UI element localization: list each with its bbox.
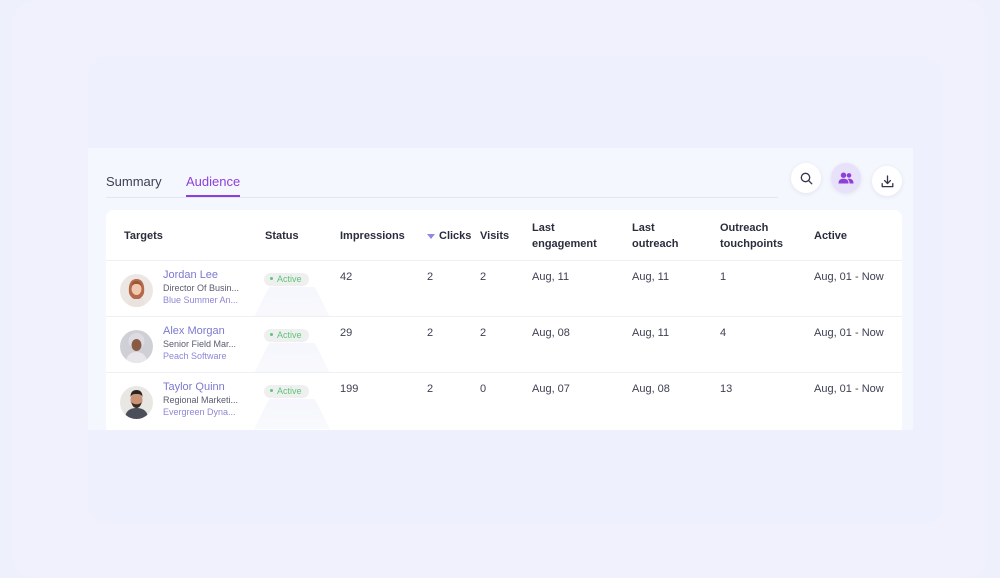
header-status[interactable]: Status: [265, 230, 299, 242]
target-company[interactable]: Evergreen Dyna...: [163, 407, 236, 417]
header-outreach-touchpoints[interactable]: Outreach touchpoints: [720, 222, 783, 250]
status-badge: Active: [264, 273, 309, 286]
sort-desc-icon: [427, 233, 435, 239]
target-title: Director Of Busin...: [163, 283, 240, 293]
table-row[interactable]: Taylor Quinn Regional Marketi... Evergre…: [106, 372, 902, 429]
last-outreach-cell: Aug, 11: [632, 271, 670, 283]
table-row[interactable]: Alex Morgan Senior Field Mar... Peach So…: [106, 316, 902, 373]
visits-cell: 0: [480, 383, 487, 395]
impressions-cell: 29: [340, 327, 353, 339]
impressions-cell: 42: [340, 271, 353, 283]
audience-view-button[interactable]: [831, 163, 861, 193]
header-visits[interactable]: Visits: [480, 230, 510, 242]
last-engagement-cell: Aug, 11: [532, 271, 570, 283]
header-last-outreach[interactable]: Last outreach: [632, 222, 679, 250]
status-highlight: [254, 399, 330, 429]
visits-cell: 2: [480, 271, 487, 283]
last-engagement-cell: Aug, 08: [532, 327, 570, 339]
active-period-cell: Aug, 01 - Now: [814, 327, 884, 339]
active-period-cell: Aug, 01 - Now: [814, 383, 884, 395]
table-row[interactable]: Jordan Lee Director Of Busin... Blue Sum…: [106, 260, 902, 317]
last-engagement-cell: Aug, 07: [532, 383, 570, 395]
header-impressions[interactable]: Impressions: [340, 230, 405, 242]
header-active[interactable]: Active: [814, 230, 848, 242]
outreach-touchpoints-cell: 13: [720, 383, 733, 395]
target-name[interactable]: Jordan Lee: [163, 269, 219, 281]
header-last-engagement[interactable]: Last engagement: [532, 222, 597, 250]
clicks-cell: 2: [427, 383, 434, 395]
tab-summary[interactable]: Summary: [106, 174, 162, 189]
status-badge: Active: [264, 385, 309, 398]
outreach-touchpoints-cell: 4: [720, 327, 727, 339]
search-button[interactable]: [791, 163, 821, 193]
status-highlight: [254, 343, 330, 373]
visits-cell: 2: [480, 327, 487, 339]
target-company[interactable]: Blue Summer An...: [163, 295, 239, 305]
target-title: Regional Marketi...: [163, 395, 239, 405]
header-targets[interactable]: Targets: [124, 230, 163, 242]
target-title: Senior Field Mar...: [163, 339, 237, 349]
tab-audience[interactable]: Audience: [186, 174, 241, 197]
clicks-cell: 2: [427, 271, 434, 283]
download-button[interactable]: [872, 166, 902, 196]
impressions-cell: 199: [340, 383, 359, 395]
people-icon: [838, 172, 854, 184]
tab-bar: Summary Audience: [106, 174, 778, 198]
active-period-cell: Aug, 01 - Now: [814, 271, 884, 283]
target-name[interactable]: Alex Morgan: [163, 325, 225, 337]
audience-panel: Summary Audience Targets Status Impressi…: [88, 148, 913, 430]
status-highlight: [254, 287, 330, 317]
avatar: [120, 274, 153, 307]
avatar: [120, 330, 153, 363]
last-outreach-cell: Aug, 11: [632, 327, 670, 339]
avatar: [120, 386, 153, 419]
audience-table: Targets Status Impressions Clicks Visits…: [106, 210, 902, 430]
header-clicks[interactable]: Clicks: [427, 220, 471, 252]
search-icon: [800, 172, 812, 184]
target-company[interactable]: Peach Software: [163, 351, 227, 361]
last-outreach-cell: Aug, 08: [632, 383, 670, 395]
download-icon: [881, 174, 893, 187]
clicks-cell: 2: [427, 327, 434, 339]
target-name[interactable]: Taylor Quinn: [163, 381, 225, 393]
status-badge: Active: [264, 329, 309, 342]
outreach-touchpoints-cell: 1: [720, 271, 727, 283]
